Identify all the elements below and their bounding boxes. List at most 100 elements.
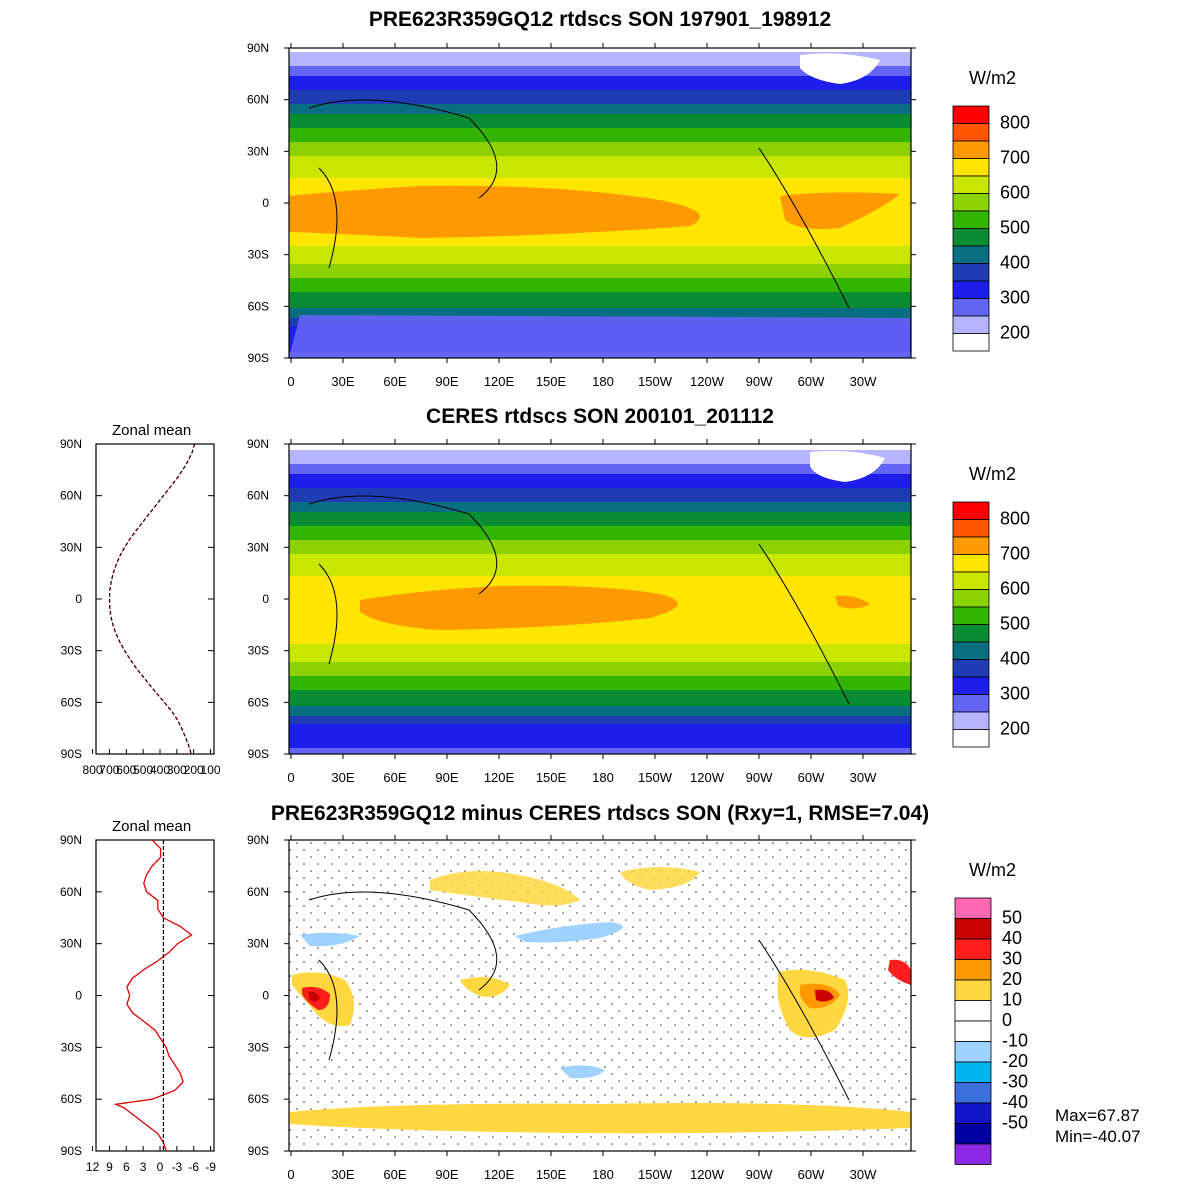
colorbar2-label: 600 <box>1000 579 1030 599</box>
map1-lon-label: 120W <box>690 374 725 389</box>
map2-lon-label: 0 <box>287 770 294 785</box>
colorbar3-swatch <box>954 1041 992 1063</box>
map1-lat-label: 60N <box>247 93 269 107</box>
map1-lat-label: 90N <box>247 41 269 55</box>
colorbar3-swatch <box>954 897 992 919</box>
zonal2-x-label: 0 <box>157 1160 164 1174</box>
colorbar2-swatch <box>952 571 990 590</box>
map1-coastline <box>308 99 850 309</box>
map2-lon-label: 60W <box>798 770 825 785</box>
zonal1-x-label: 400 <box>150 763 170 777</box>
colorbar3-swatch <box>954 1082 992 1104</box>
panel2-title: CERES rtdscs SON 200101_201112 <box>426 405 774 428</box>
zonal2-x-label: 9 <box>106 1160 113 1174</box>
map3-lon-label: 120E <box>484 1167 515 1182</box>
zonal1-lat-label: 90S <box>61 747 82 761</box>
colorbar3-label: 30 <box>1002 949 1022 969</box>
colorbar1-label: 800 <box>1000 113 1030 133</box>
colorbar3-swatch <box>954 1000 992 1022</box>
colorbar1-label: 200 <box>1000 323 1030 343</box>
panel3-units: W/m2 <box>969 860 1016 880</box>
colorbar2-swatch <box>952 729 990 748</box>
colorbar2-swatch <box>952 624 990 643</box>
colorbar2-swatch <box>952 641 990 660</box>
colorbar1-swatch <box>952 228 990 247</box>
colorbar1-label: 400 <box>1000 253 1030 273</box>
map1-lon-label: 90W <box>746 374 773 389</box>
zonal1-title: Zonal mean <box>112 422 192 439</box>
colorbar3-swatch <box>954 1143 992 1165</box>
map3-lat-label: 0 <box>262 989 269 1003</box>
colorbar1-swatch <box>952 210 990 229</box>
zonal1-x-label: 200 <box>184 763 204 777</box>
map2-lat-label: 60N <box>247 489 269 503</box>
map3-lon-label: 120W <box>690 1167 725 1182</box>
map1-lon-label: 60E <box>383 374 406 389</box>
colorbar3-swatch <box>954 938 992 960</box>
colorbar1-swatch <box>952 193 990 212</box>
zonal1-lat-label: 30S <box>61 644 82 658</box>
colorbar1-swatch <box>952 315 990 334</box>
colorbar1-label: 600 <box>1000 183 1030 203</box>
map1-lon-label: 180 <box>592 374 614 389</box>
colorbar2-swatch <box>952 711 990 730</box>
map1-lon-label: 150W <box>638 374 673 389</box>
colorbar2-label: 700 <box>1000 544 1030 564</box>
zonal1-x-label: 500 <box>133 763 153 777</box>
map1-lat-label: 30N <box>247 144 269 158</box>
map2-lon-label: 150E <box>536 770 567 785</box>
zonal1-lat-label: 60S <box>61 695 82 709</box>
zonal2-lat-label: 30S <box>61 1040 82 1054</box>
colorbar3-label: 20 <box>1002 969 1022 989</box>
map1-lon-label: 0 <box>287 374 294 389</box>
zonal2-lat-label: 0 <box>75 989 82 1003</box>
colorbar3-label: 10 <box>1002 990 1022 1010</box>
colorbar1-swatch <box>952 105 990 124</box>
map3-lat-label: 90S <box>248 1144 269 1158</box>
map3-contour-field <box>289 840 911 1151</box>
map3-lon-label: 30E <box>331 1167 354 1182</box>
map2-lat-label: 90S <box>248 747 269 761</box>
map1-lon-label: 150E <box>536 374 567 389</box>
zonal2-x-label: -9 <box>205 1160 216 1174</box>
zonal2-frame <box>95 839 215 1152</box>
zonal2-title: Zonal mean <box>112 818 192 835</box>
panel3-title: PRE623R359GQ12 minus CERES rtdscs SON (R… <box>270 802 930 825</box>
map3-lat-label: 30S <box>248 1040 269 1054</box>
map2-lon-label: 120E <box>484 770 515 785</box>
zonal2-lat-label: 60N <box>60 885 82 899</box>
map3-lat-label: 60N <box>247 885 269 899</box>
colorbar3-swatch <box>954 1020 992 1042</box>
map3-lon-label: 180 <box>592 1167 614 1182</box>
colorbar3-label: -50 <box>1002 1113 1028 1133</box>
colorbar3-label: -30 <box>1002 1072 1028 1092</box>
map2-lon-label: 30W <box>850 770 877 785</box>
panel2-units: W/m2 <box>969 464 1016 484</box>
colorbar1-swatch <box>952 298 990 317</box>
map3-lon-label: 150W <box>638 1167 673 1182</box>
map1-lat-label: 30S <box>248 248 269 262</box>
colorbar2-label: 400 <box>1000 649 1030 669</box>
map2-lon-label: 90W <box>746 770 773 785</box>
zonal1-x-label: 600 <box>116 763 136 777</box>
map3-lon-label: 60W <box>798 1167 825 1182</box>
colorbar3-swatch <box>954 979 992 1001</box>
map2-frame <box>288 443 912 755</box>
map2-lon-label: 90E <box>435 770 458 785</box>
colorbar2-swatch <box>952 519 990 538</box>
max-value: Max=67.87 <box>1055 1106 1140 1125</box>
colorbar1-swatch <box>952 245 990 264</box>
zonal1-obs-line <box>108 443 196 755</box>
map3-frame <box>288 839 912 1152</box>
colorbar3-label: 40 <box>1002 928 1022 948</box>
colorbar1-swatch <box>952 263 990 282</box>
map1-lat-label: 90S <box>248 351 269 365</box>
min-value: Min=-40.07 <box>1055 1127 1141 1146</box>
map1-lon-label: 120E <box>484 374 515 389</box>
map2-lat-label: 30S <box>248 644 269 658</box>
map2-lon-label: 180 <box>592 770 614 785</box>
map1-frame <box>288 47 912 359</box>
colorbar3-label: 0 <box>1002 1010 1012 1030</box>
colorbar2-swatch <box>952 536 990 555</box>
